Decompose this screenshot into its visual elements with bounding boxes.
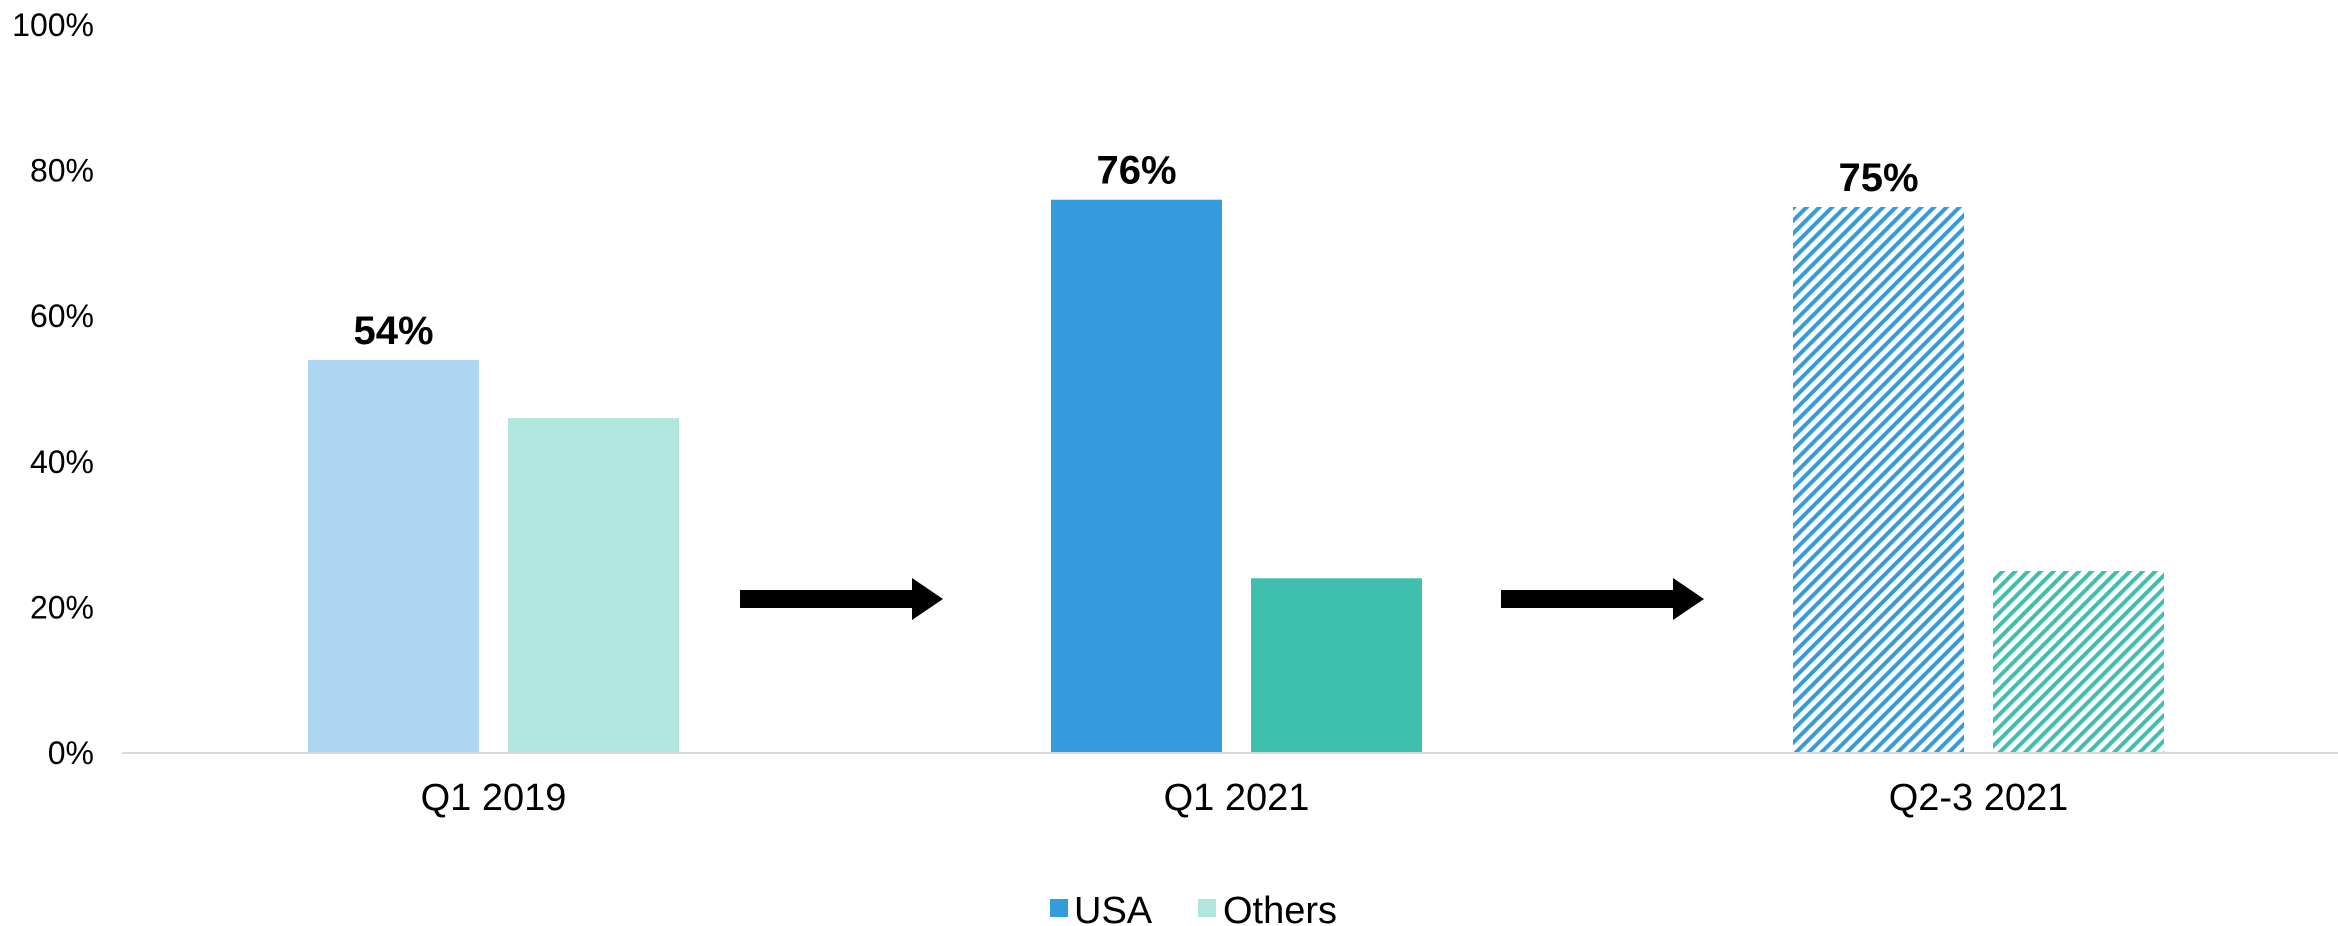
x-axis: Q1 2019 Q1 2021 Q2-3 2021 <box>421 777 2069 819</box>
bar-usa-1 <box>1051 199 1222 754</box>
legend-label-others: Others <box>1223 890 1337 926</box>
legend-swatch-others <box>1198 899 1216 917</box>
data-labels: 54% 76% 75% <box>353 149 1918 353</box>
x-tick-label: Q2-3 2021 <box>1889 777 2069 819</box>
y-tick-label: 100% <box>12 7 94 43</box>
y-tick-label: 60% <box>30 298 94 334</box>
y-axis: 0% 20% 40% 60% 80% 100% <box>12 7 94 771</box>
arrows <box>740 578 1704 620</box>
legend-swatch-usa <box>1050 899 1068 917</box>
bar-usa-2 <box>1793 207 1964 753</box>
data-label: 75% <box>1838 156 1918 200</box>
data-label: 54% <box>353 309 433 353</box>
arrow-icon <box>740 578 943 620</box>
bar-others-2 <box>1993 571 2164 753</box>
legend: USA Others <box>1050 890 1337 926</box>
y-tick-label: 80% <box>30 153 94 189</box>
y-tick-label: 20% <box>30 589 94 625</box>
x-tick-label: Q1 2021 <box>1164 777 1310 819</box>
y-tick-label: 0% <box>48 735 94 771</box>
bar-others-1 <box>1251 578 1422 753</box>
bar-others-0 <box>508 418 679 753</box>
data-label: 76% <box>1096 149 1176 193</box>
y-tick-label: 40% <box>30 444 94 480</box>
bars <box>308 199 2164 754</box>
arrow-icon <box>1501 578 1704 620</box>
x-tick-label: Q1 2019 <box>421 777 567 819</box>
bar-usa-0 <box>308 359 479 753</box>
legend-label-usa: USA <box>1074 890 1153 926</box>
